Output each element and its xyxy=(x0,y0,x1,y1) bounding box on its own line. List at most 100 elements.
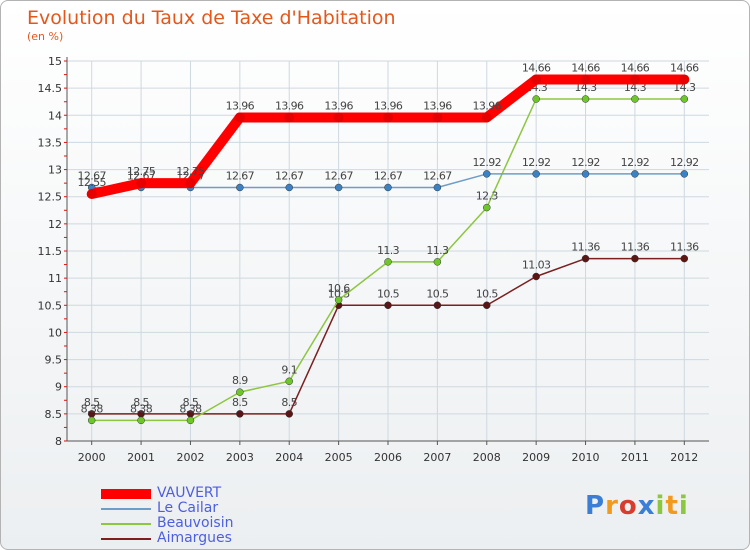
data-point xyxy=(631,170,639,178)
data-label: 14.66 xyxy=(621,61,650,74)
data-label: 11.3 xyxy=(377,244,400,257)
data-label: 12.92 xyxy=(473,156,502,169)
data-label: 11.03 xyxy=(522,259,551,272)
logo-letter: o xyxy=(618,491,638,521)
logo-letter: i xyxy=(678,491,689,521)
x-tick-label: 2000 xyxy=(78,451,106,464)
data-point xyxy=(236,410,244,418)
data-point xyxy=(481,112,492,123)
data-label: 12.67 xyxy=(77,169,106,182)
data-label: 12.67 xyxy=(275,169,304,182)
data-point xyxy=(532,272,540,281)
y-tick-label: 11.5 xyxy=(38,245,63,258)
data-label: 8.5 xyxy=(281,396,297,409)
data-label: 10.6 xyxy=(328,282,351,295)
data-label: 12.92 xyxy=(522,156,551,169)
logo-letter: r xyxy=(605,491,619,521)
data-label: 11.36 xyxy=(571,241,600,254)
data-point xyxy=(384,258,392,266)
data-label: 13.96 xyxy=(275,99,304,112)
proxiti-logo: Proxiti xyxy=(585,491,689,521)
x-tick-label: 2002 xyxy=(176,451,204,464)
data-point xyxy=(87,416,96,425)
data-point xyxy=(631,254,639,263)
data-point xyxy=(384,301,392,310)
data-point xyxy=(236,183,244,192)
data-point xyxy=(532,95,540,103)
data-label: 11.3 xyxy=(426,244,449,257)
legend-swatch xyxy=(101,508,151,510)
data-point xyxy=(185,178,196,189)
data-label: 12.3 xyxy=(476,190,499,203)
data-label: 13.96 xyxy=(423,99,452,112)
data-label: 8.38 xyxy=(81,402,104,415)
data-point xyxy=(285,410,293,418)
y-tick-label: 9 xyxy=(55,381,62,394)
legend-label: Le Cailar xyxy=(157,500,219,516)
data-label: 13.96 xyxy=(324,99,353,112)
data-point xyxy=(236,388,244,396)
data-point xyxy=(383,112,393,123)
data-point xyxy=(136,178,147,189)
data-label: 8.5 xyxy=(232,396,248,409)
y-tick-label: 13 xyxy=(48,164,62,177)
data-point xyxy=(581,170,590,178)
legend-label: VAUVERT xyxy=(157,485,222,501)
data-label: 11.36 xyxy=(670,241,699,254)
y-tick-label: 15 xyxy=(48,55,62,68)
data-point xyxy=(432,112,443,123)
data-point xyxy=(483,203,491,212)
data-label: 12.55 xyxy=(77,176,106,189)
data-label: 12.92 xyxy=(670,156,699,169)
legend-swatch xyxy=(101,523,151,525)
data-point xyxy=(680,170,689,178)
data-point xyxy=(433,183,442,192)
legend-swatch xyxy=(101,538,151,540)
data-label: 12.75 xyxy=(176,165,205,178)
data-label: 8.38 xyxy=(179,402,202,415)
data-label: 10.5 xyxy=(328,287,351,300)
data-label: 13.96 xyxy=(374,99,403,112)
data-point xyxy=(531,74,542,85)
data-point xyxy=(433,301,442,310)
data-label: 9.1 xyxy=(281,363,297,376)
logo-letter: t xyxy=(665,491,679,521)
data-point xyxy=(629,74,640,85)
data-point xyxy=(234,112,245,123)
x-tick-label: 2010 xyxy=(572,451,600,464)
data-label: 10.5 xyxy=(426,287,449,300)
y-tick-label: 14.5 xyxy=(38,82,63,95)
data-point xyxy=(680,254,689,263)
data-point xyxy=(137,416,145,425)
data-point xyxy=(334,296,343,304)
y-tick-label: 10 xyxy=(48,326,62,339)
y-tick-label: 8.5 xyxy=(45,408,63,421)
y-tick-label: 9.5 xyxy=(45,354,63,367)
data-label: 14.66 xyxy=(670,61,699,74)
x-tick-label: 2012 xyxy=(670,451,698,464)
y-tick-label: 14 xyxy=(48,109,62,122)
data-label: 12.92 xyxy=(571,156,600,169)
legend-item: VAUVERT xyxy=(101,486,401,501)
data-label: 10.5 xyxy=(377,287,400,300)
data-point xyxy=(384,183,392,192)
data-point xyxy=(581,95,590,103)
data-label: 14.66 xyxy=(571,61,600,74)
legend-swatch xyxy=(101,489,151,499)
data-label: 14.66 xyxy=(522,61,551,74)
data-point xyxy=(186,416,195,425)
data-point xyxy=(631,95,639,103)
data-point xyxy=(333,112,344,123)
data-label: 8.5 xyxy=(183,396,199,409)
data-point xyxy=(532,170,540,178)
unit-label: (en %) xyxy=(27,30,64,43)
logo-letter: P xyxy=(585,491,606,521)
data-point xyxy=(285,183,293,192)
data-point xyxy=(580,74,591,85)
legend: VAUVERT Le Cailar Beauvoisin Aimargues xyxy=(101,486,401,546)
legend-item: Beauvoisin xyxy=(101,516,401,531)
data-point xyxy=(679,74,690,85)
x-tick-label: 2005 xyxy=(325,451,353,464)
